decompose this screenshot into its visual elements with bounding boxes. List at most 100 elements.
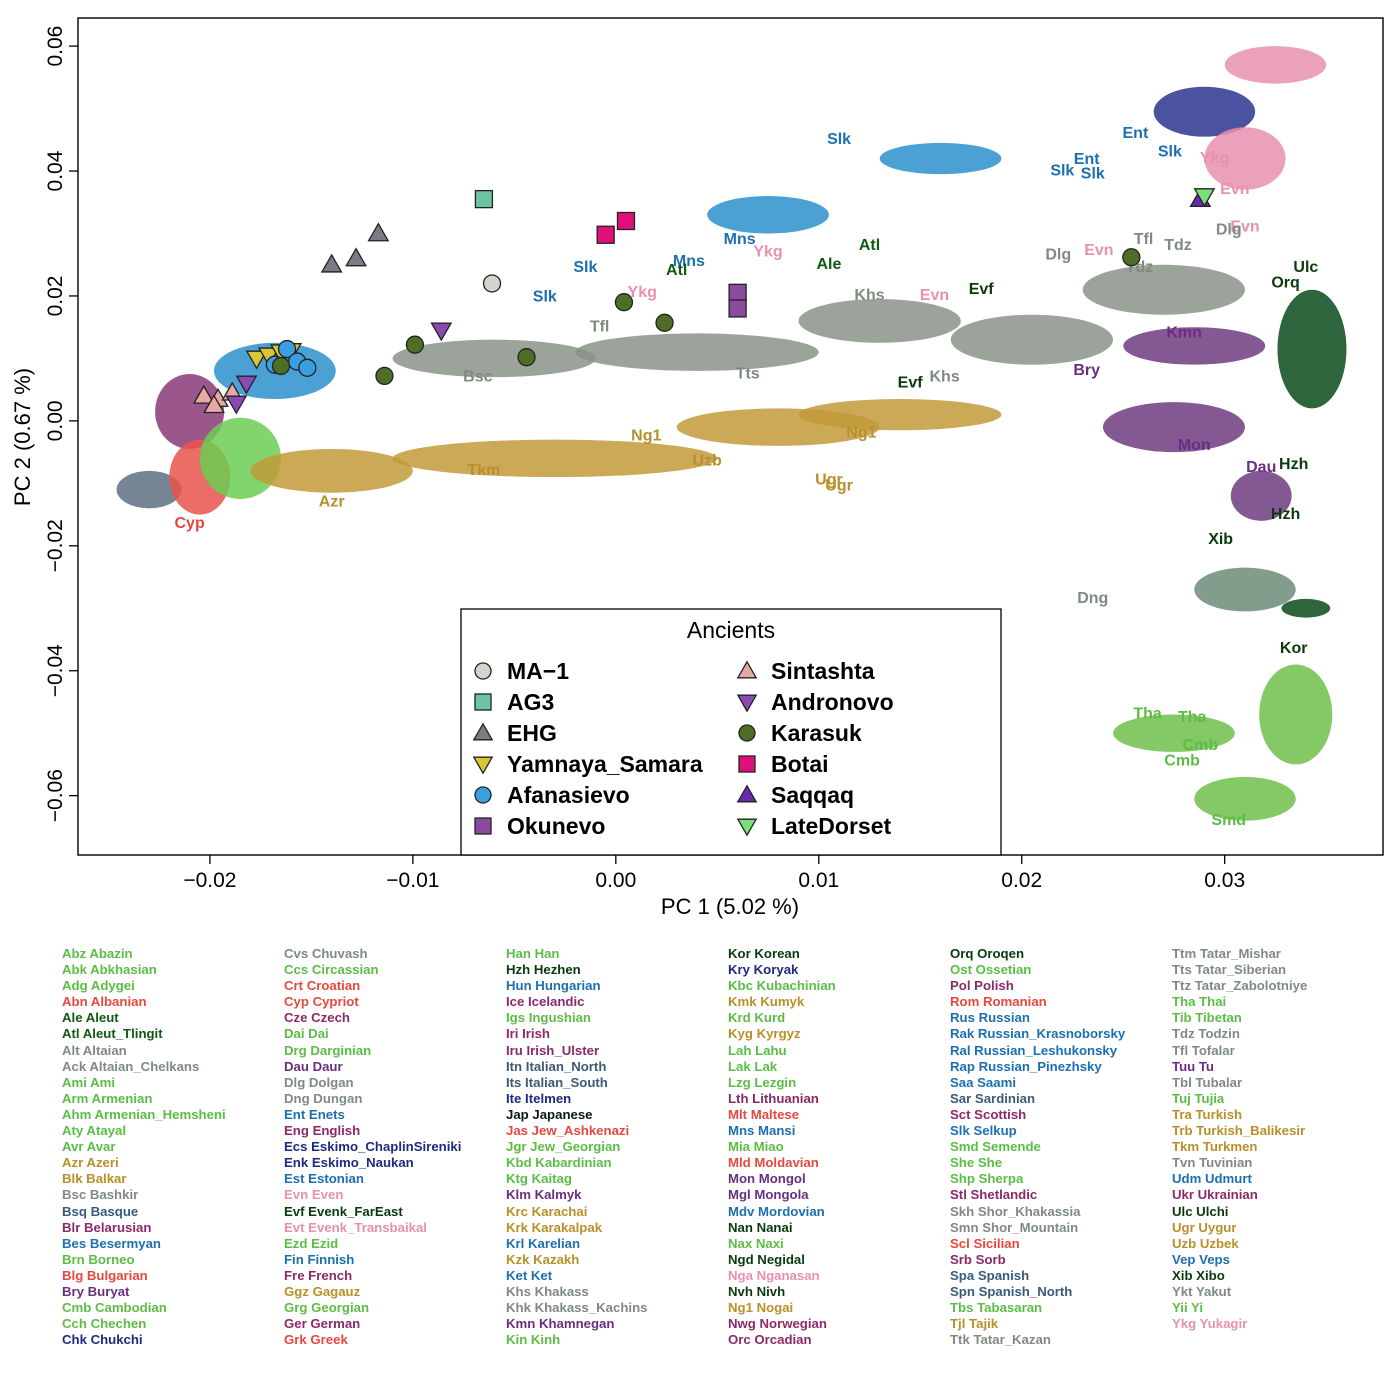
ancient-point [203, 394, 225, 414]
ancient-point [1122, 248, 1141, 267]
population-key-entry: Ngd Negidal [728, 1251, 805, 1267]
ancient-point [298, 358, 317, 377]
population-key-entry: Kbd Kabardinian [506, 1155, 612, 1171]
population-key-entry: Rap Russian_Pinezhsky [950, 1058, 1102, 1074]
legend-entry-label: Okunevo [507, 813, 605, 839]
population-key-entry: Orc Orcadian [728, 1332, 812, 1348]
population-key-entry: Rak Russian_Krasnoborsky [950, 1026, 1126, 1042]
population-label: Slk [573, 259, 597, 276]
legend-marker [474, 817, 492, 835]
population-key-entry: Mld Moldavian [728, 1155, 819, 1171]
population-key-entry: Srb Sorb [950, 1251, 1006, 1267]
population-key: Abz Abazin Abk Abkhasian Adg Adygei Abn Alb… [62, 946, 1392, 1356]
population-key-column: Abz Abazin Abk Abkhasian Adg Adygei Abn Alb… [62, 946, 284, 1348]
population-cluster [1277, 289, 1347, 409]
population-label: Kor [1280, 640, 1308, 657]
population-label: Ykg [628, 284, 657, 301]
population-key-entry: Blr Belarusian [62, 1219, 152, 1235]
population-label: Hzh [1279, 456, 1308, 473]
population-key-entry: Bsc Bashkir [62, 1187, 139, 1203]
population-label: Tfl [1134, 231, 1154, 248]
population-key-entry: Grg Georgian [284, 1300, 369, 1316]
population-label: Azr [319, 493, 345, 510]
population-key-entry: Mlt Maltese [728, 1106, 800, 1122]
population-key-entry: Dau Daur [284, 1058, 343, 1074]
legend-marker [736, 660, 758, 679]
population-key-entry: Tts Tatar_Siberian [1172, 962, 1287, 978]
population-label: Evf [898, 375, 924, 392]
population-key-entry: Ccs Circassian [284, 962, 379, 978]
x-tick-label: 0.02 [1001, 869, 1042, 892]
population-key-entry: Est Estonian [284, 1171, 364, 1187]
population-label: Tkm [467, 462, 500, 479]
ancient-point [596, 225, 615, 244]
population-label: Ugr [815, 471, 843, 488]
population-label: Xib [1208, 531, 1233, 548]
x-tick-label: −0.01 [386, 869, 439, 892]
ancient-point [345, 247, 367, 267]
population-key-entry: Ulc Ulchi [1172, 1203, 1229, 1219]
population-label: Ng1 [846, 425, 876, 442]
population-key-entry: Kmn Khamnegan [506, 1316, 615, 1332]
population-key-entry: Shp Sherpa [950, 1171, 1024, 1187]
population-cluster [798, 299, 961, 343]
population-key-entry: Tuj Tujia [1172, 1090, 1225, 1106]
population-label: Ng1 [631, 428, 661, 445]
population-key-entry: Tjl Tajik [950, 1316, 999, 1332]
legend-marker [474, 662, 492, 680]
population-label: Dau [1246, 459, 1276, 476]
population-key-entry: Kyg Kyrgyz [728, 1026, 801, 1042]
population-key-entry: Ite Itelmen [506, 1090, 572, 1106]
population-key-entry: Cmb Cambodian [62, 1300, 167, 1316]
population-key-entry: Dng Dungan [284, 1090, 363, 1106]
population-label: Slk [1158, 144, 1182, 161]
population-cluster [798, 399, 1002, 431]
population-key-entry: Ggz Gagauz [284, 1283, 361, 1299]
population-label: Hzh [1271, 506, 1300, 523]
population-key-entry: Nvh Nivh [728, 1283, 786, 1299]
legend-entry-label: Yamnaya_Samara [507, 751, 703, 777]
legend-entry-label: Saqqaq [771, 782, 854, 808]
population-key-entry: Sct Scottish [950, 1106, 1027, 1122]
y-axis-title: PC 2 (0.67 %) [10, 368, 35, 506]
population-key-entry: Pol Polish [950, 978, 1014, 994]
population-key-entry: Sar Sardinian [950, 1090, 1036, 1106]
population-key-entry: Krd Kurd [728, 1010, 786, 1026]
population-label: Ent [1123, 125, 1149, 142]
population-label: Cyp [175, 515, 205, 532]
population-key-entry: Lth Lithuanian [728, 1090, 819, 1106]
population-key-entry: She She [950, 1155, 1003, 1171]
population-label: Orq [1271, 275, 1299, 292]
population-key-entry: Kry Koryak [728, 962, 799, 978]
ancient-point [728, 283, 747, 302]
population-key-entry: Cze Czech [284, 1010, 350, 1026]
population-key-entry: Tbl Tubalar [1172, 1074, 1243, 1090]
ancient-point [655, 313, 674, 332]
population-key-entry: Ent Enets [284, 1106, 345, 1122]
population-key-entry: Cyp Cypriot [284, 994, 359, 1010]
population-label: Atl [859, 237, 880, 254]
population-cluster [575, 333, 819, 371]
population-cluster [1123, 327, 1266, 365]
population-key-entry: Mon Mongol [728, 1171, 806, 1187]
legend-marker [474, 693, 492, 711]
population-key-entry: Ugr Uygur [1172, 1219, 1237, 1235]
y-tick-label: −0.06 [44, 769, 67, 822]
population-key-entry: Abk Abkhasian [62, 962, 157, 978]
population-key-entry: Kin Kinh [506, 1332, 561, 1348]
population-label: Kmn [1166, 325, 1202, 342]
legend-entry-label: Sintashta [771, 658, 875, 684]
population-key-entry: Smn Shor_Mountain [950, 1219, 1079, 1235]
population-cluster [1230, 470, 1292, 521]
population-key-entry: Ttm Tatar_Mishar [1172, 946, 1281, 961]
population-key-entry: Kzk Kazakh [506, 1251, 580, 1267]
population-key-entry: Cch Chechen [62, 1316, 147, 1332]
population-key-entry: Blk Balkar [62, 1171, 127, 1187]
population-key-entry: Aty Atayal [62, 1123, 127, 1139]
population-key-entry: Kbc Kubachinian [728, 978, 836, 994]
population-label: Cmb [1164, 753, 1200, 770]
population-key-entry: Bry Buryat [62, 1283, 130, 1299]
population-key-entry: Ket Ket [506, 1267, 553, 1283]
population-key-entry: Tdz Todzin [1172, 1026, 1240, 1042]
